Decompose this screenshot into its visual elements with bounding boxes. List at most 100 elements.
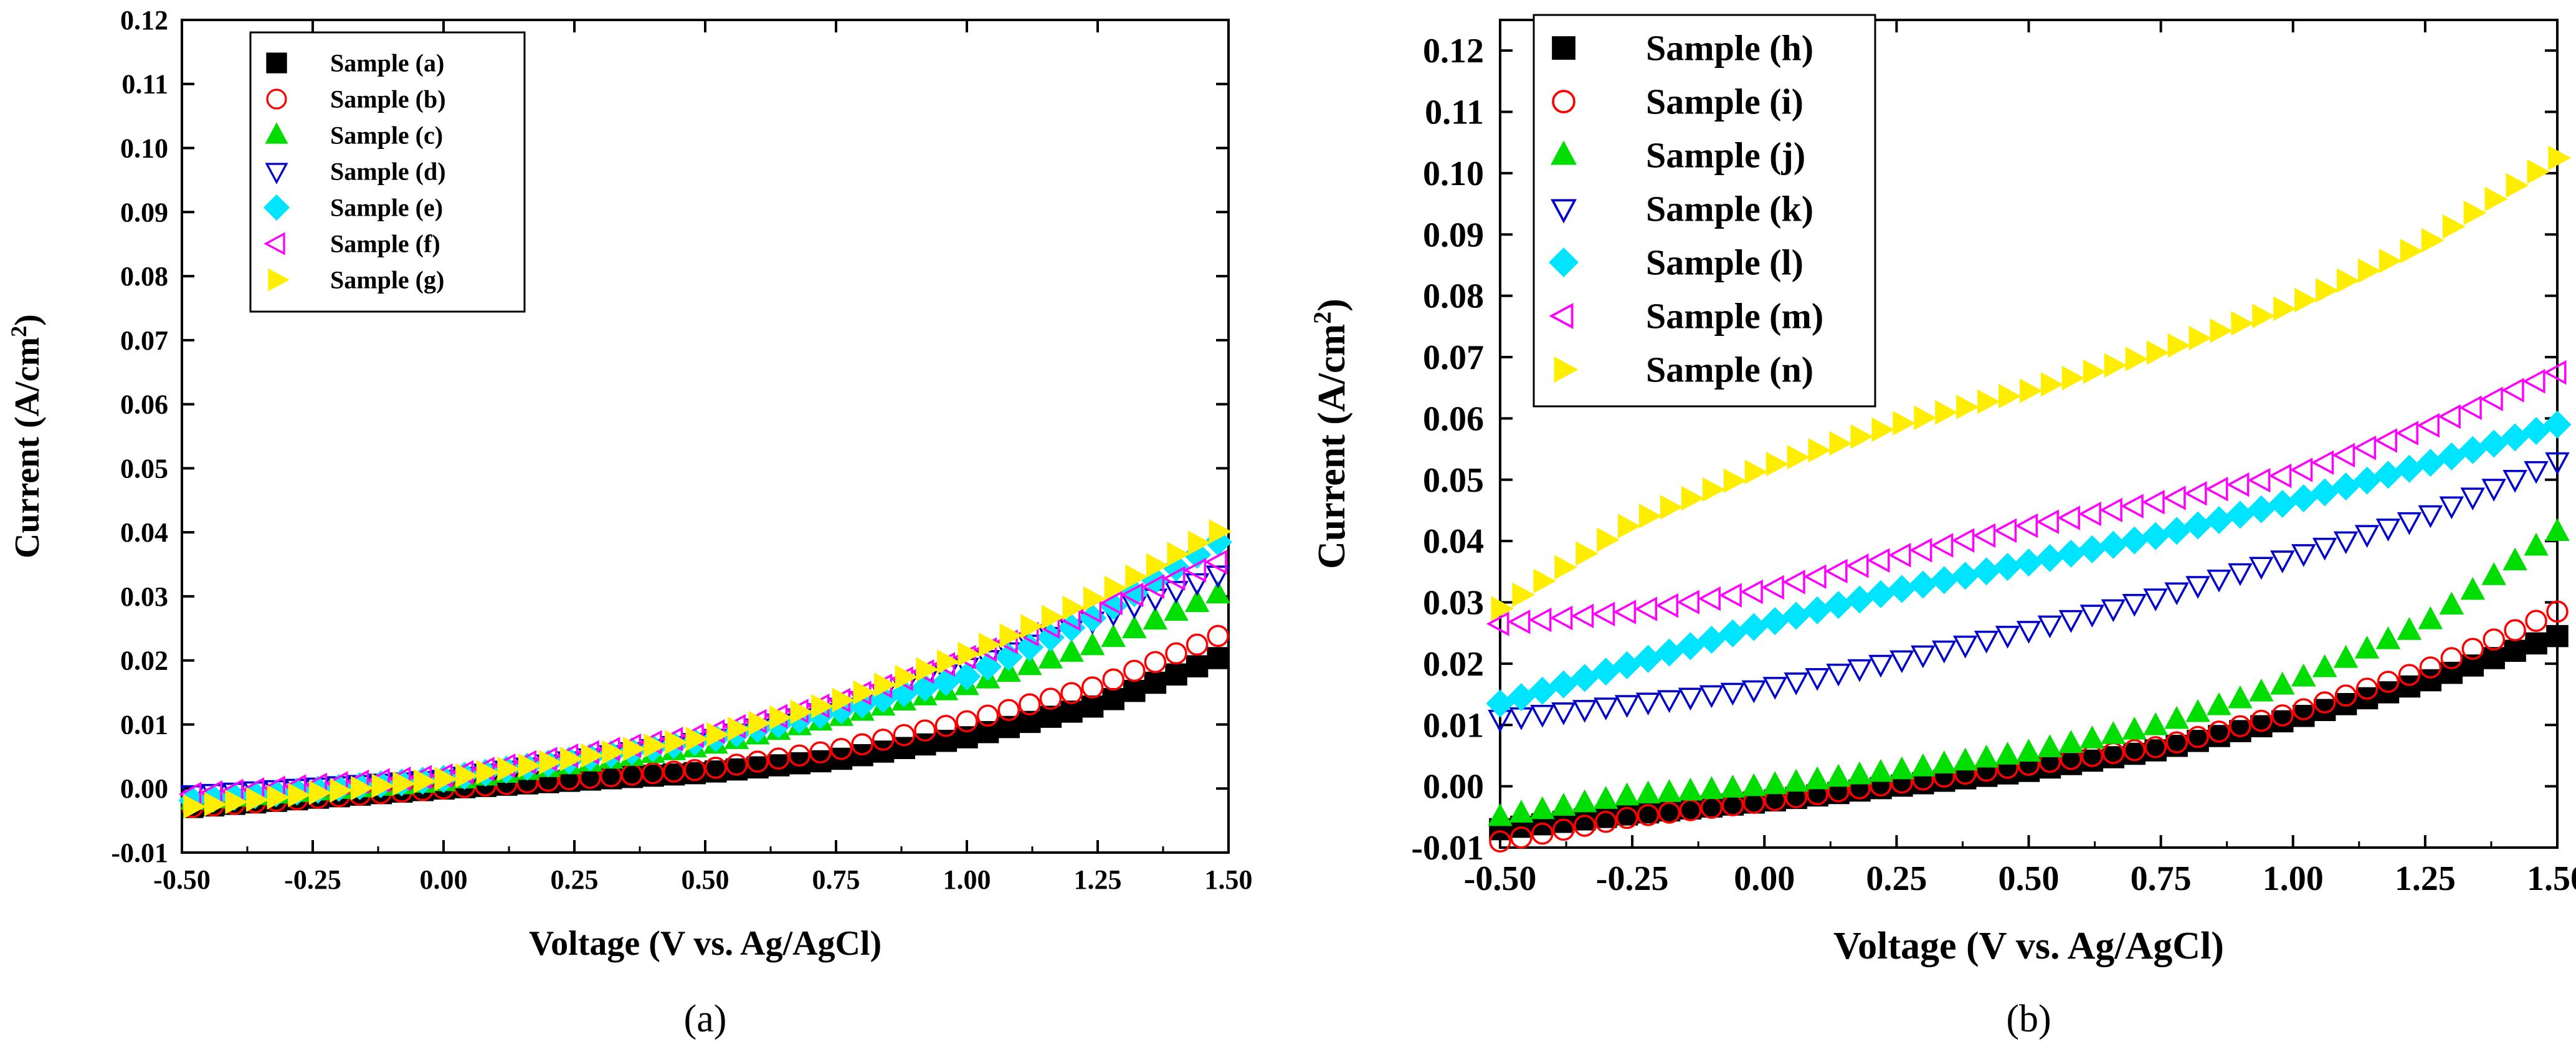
data-point — [683, 758, 706, 782]
data-point — [2501, 378, 2524, 403]
data-point — [1162, 566, 1186, 591]
legend-label: Sample (i) — [1646, 82, 1804, 122]
data-point — [1994, 518, 2017, 543]
data-point — [2353, 466, 2382, 495]
data-point — [2187, 725, 2209, 748]
x-tick-label: 1.25 — [1074, 864, 1122, 895]
data-point — [622, 736, 646, 762]
data-point — [288, 782, 311, 808]
legend-label: Sample (n) — [1646, 350, 1813, 390]
data-point — [1488, 803, 1513, 826]
data-point — [2400, 239, 2423, 264]
data-point — [1741, 773, 1767, 796]
series-sample-n — [1491, 145, 2572, 621]
data-point — [2249, 557, 2274, 580]
data-point — [2418, 606, 2443, 629]
data-point — [476, 760, 500, 785]
data-point — [620, 765, 644, 788]
data-point — [1655, 638, 1684, 667]
data-point — [1952, 635, 1978, 659]
data-point — [2337, 268, 2360, 293]
y-tick-label: 0.05 — [120, 453, 168, 484]
data-point — [2522, 416, 2550, 445]
data-point — [1571, 664, 1599, 692]
data-point — [1972, 523, 1996, 548]
data-point — [1952, 747, 1978, 771]
data-point — [1146, 553, 1169, 578]
y-tick-label: 0.08 — [1423, 277, 1484, 316]
y-tick-label: 0.10 — [120, 133, 168, 163]
data-point — [1019, 693, 1041, 715]
data-point — [2543, 360, 2567, 385]
legend-item: Sample (j) — [1551, 135, 1805, 176]
data-point — [2525, 610, 2547, 632]
data-point — [1549, 605, 1573, 631]
data-point — [2374, 461, 2402, 489]
y-tick-label: 0.01 — [1423, 706, 1484, 745]
legend: Sample (h) Sample (i) Sample (j) Sample (k)… — [1533, 14, 1876, 408]
data-point — [1699, 685, 1724, 709]
data-point — [2061, 365, 2085, 391]
data-point — [1593, 697, 1618, 720]
data-point — [2142, 490, 2165, 515]
data-point — [2332, 472, 2360, 501]
data-point — [2015, 513, 2038, 538]
x-tick-label: 0.00 — [1734, 859, 1795, 898]
data-point — [2104, 353, 2127, 378]
data-point — [1995, 626, 2020, 649]
y-tick-label: 0.08 — [120, 261, 168, 292]
data-point — [999, 623, 1023, 648]
data-point — [1676, 632, 1704, 661]
data-point — [2440, 647, 2463, 669]
data-point — [2502, 547, 2527, 571]
legend-label: Sample (d) — [330, 158, 446, 186]
legend-item: Sample (k) — [1551, 189, 1813, 229]
data-point — [2504, 639, 2526, 662]
data-point — [1059, 639, 1084, 662]
data-point — [1954, 767, 1977, 790]
data-point — [1847, 659, 1872, 682]
data-point — [1681, 485, 1704, 511]
data-point — [2162, 517, 2191, 545]
x-tick-label: -0.50 — [1464, 859, 1537, 898]
y-tick-label: 0.03 — [120, 581, 168, 612]
data-point — [956, 726, 978, 748]
data-point — [1930, 533, 1954, 558]
data-point — [2397, 617, 2422, 640]
data-point — [518, 753, 541, 778]
data-point — [1080, 632, 1105, 656]
data-point — [2442, 214, 2466, 239]
data-point — [931, 667, 960, 696]
data-point — [1909, 538, 1932, 563]
data-point — [2416, 449, 2445, 477]
y-axis-title-tail: ) — [1311, 299, 1353, 312]
legend-marker — [1549, 247, 1579, 277]
data-point — [2058, 610, 2084, 633]
data-point — [1039, 687, 1062, 710]
legend-label: Sample (g) — [330, 266, 444, 294]
data-point — [2354, 635, 2380, 659]
data-point — [2226, 472, 2250, 497]
data-point — [953, 662, 981, 691]
y-axis-title-text: Current (A/cm — [8, 337, 47, 558]
x-tick-label: 0.50 — [1999, 859, 2060, 898]
data-point — [2078, 501, 2101, 527]
data-point — [2231, 311, 2255, 336]
data-point — [2334, 693, 2357, 715]
legend-box — [1533, 14, 1876, 408]
data-point — [1977, 389, 2000, 414]
data-point — [267, 785, 290, 810]
y-tick-label: 0.00 — [120, 773, 168, 804]
data-point — [893, 724, 915, 747]
x-tick-label: 0.25 — [551, 864, 599, 895]
data-point — [811, 694, 834, 719]
data-point — [2289, 457, 2313, 482]
y-tick-label: 0.07 — [1423, 338, 1484, 377]
data-point — [2058, 730, 2084, 753]
data-point — [1486, 689, 1514, 718]
y-tick-label: 0.02 — [120, 646, 168, 676]
data-point — [1676, 590, 1700, 614]
data-point — [1017, 652, 1042, 676]
data-point — [1554, 555, 1577, 580]
data-point — [2546, 624, 2569, 648]
